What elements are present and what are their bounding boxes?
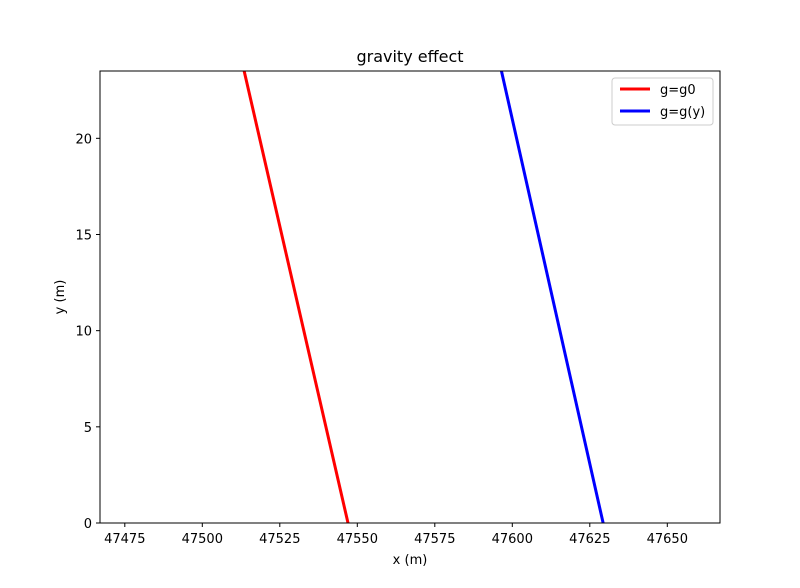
axes-layer: 47475 47500 47525 47550 47575 47600 47625 47650… bbox=[75, 70, 721, 547]
x-tick-label: 47575 bbox=[414, 532, 455, 547]
x-tick-label: 47650 bbox=[647, 532, 688, 547]
chart-title: gravity effect bbox=[356, 47, 463, 66]
y-axis-label: y (m) bbox=[53, 280, 68, 315]
y-tick-label: 20 bbox=[75, 132, 92, 147]
x-tick-label: 47525 bbox=[259, 532, 300, 547]
legend-label-1: g=g0 bbox=[660, 83, 696, 98]
y-tick-label: 5 bbox=[84, 421, 92, 436]
legend-label-2: g=g(y) bbox=[660, 105, 705, 120]
y-tick-label: 0 bbox=[84, 517, 92, 532]
x-axis-label: x (m) bbox=[393, 553, 428, 568]
y-tick-label: 15 bbox=[75, 228, 92, 243]
x-tick-label: 47550 bbox=[337, 532, 378, 547]
series-line-1 bbox=[242, 71, 350, 523]
x-tick-label: 47625 bbox=[569, 532, 610, 547]
x-tick-label: 47475 bbox=[104, 532, 145, 547]
x-tick-label: 47500 bbox=[182, 532, 223, 547]
plot-frame bbox=[99, 70, 721, 524]
legend: g=g0 g=g(y) bbox=[611, 77, 714, 126]
series-line-2 bbox=[499, 71, 605, 523]
y-tick-label: 10 bbox=[75, 325, 92, 340]
x-tick-label: 47600 bbox=[492, 532, 533, 547]
series-layer bbox=[242, 71, 605, 523]
